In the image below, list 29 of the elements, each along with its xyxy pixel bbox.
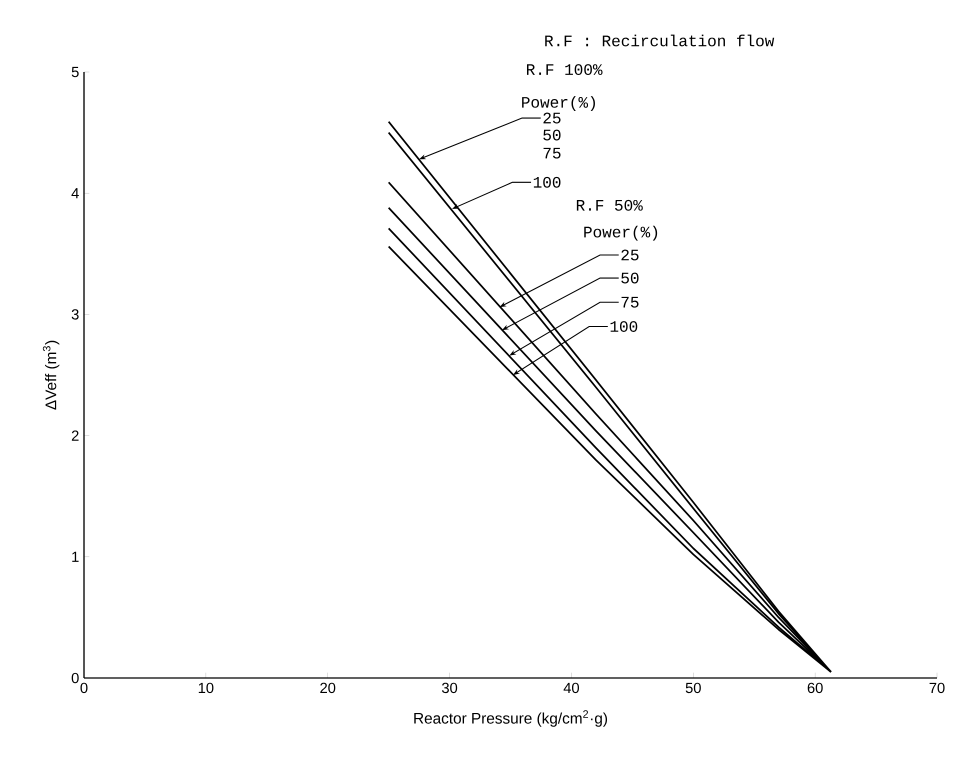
x-tick-label: 40 [564,682,579,694]
y-tick-label: 1 [72,552,79,562]
x-tick-label: 50 [686,682,701,694]
y-tick-label: 3 [72,309,79,320]
y-tick-label: 0 [72,672,79,684]
x-tick-label: 60 [808,682,823,694]
annotation: Power(%) [584,226,658,241]
annotation: R.F 50% [576,200,643,211]
annotation: Power(%) [522,96,595,111]
y-tick-label: 5 [72,66,79,78]
x-tick-label: 0 [80,682,88,694]
annotation: 50 [621,272,639,284]
x-tick-label: 30 [442,682,458,694]
x-tick-label: 10 [198,682,214,694]
annotation: 75 [622,296,639,308]
annotation: 100 [610,321,638,332]
text: R.F : Recirculation flow [545,34,774,46]
x-tick-label: 20 [320,682,336,694]
y-tick-label: 2 [72,430,79,441]
x-axis-title: Reactor Pressure (kg/cm$^{2}$·g) [414,710,608,727]
annotation: 100 [534,176,560,188]
annotation: 25 [621,250,639,260]
y-tick-label: 4 [71,188,79,198]
annotation: 25 [543,112,561,124]
x-tick-label: 70 [930,682,945,694]
annotation: R.F 100% [526,64,603,75]
y-axis-title: ΔVeff (m$^{3}$) [42,340,60,410]
annotation: 75 [544,148,561,159]
annotation: 50 [543,130,561,140]
